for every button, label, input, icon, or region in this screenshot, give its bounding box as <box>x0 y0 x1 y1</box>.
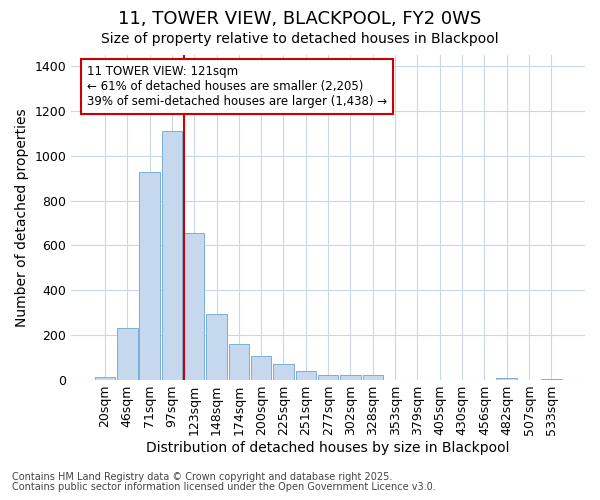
Text: 11 TOWER VIEW: 121sqm
← 61% of detached houses are smaller (2,205)
39% of semi-d: 11 TOWER VIEW: 121sqm ← 61% of detached … <box>87 64 387 108</box>
Text: Contains public sector information licensed under the Open Government Licence v3: Contains public sector information licen… <box>12 482 436 492</box>
Bar <box>340 375 361 380</box>
Y-axis label: Number of detached properties: Number of detached properties <box>15 108 29 327</box>
Bar <box>206 314 227 380</box>
Bar <box>161 131 182 380</box>
Bar <box>95 376 115 380</box>
Bar <box>541 379 562 380</box>
Bar <box>251 356 271 380</box>
Bar <box>273 364 294 380</box>
Bar <box>184 233 205 380</box>
Text: Size of property relative to detached houses in Blackpool: Size of property relative to detached ho… <box>101 32 499 46</box>
X-axis label: Distribution of detached houses by size in Blackpool: Distribution of detached houses by size … <box>146 441 510 455</box>
Bar <box>117 328 137 380</box>
Bar <box>229 344 249 380</box>
Bar <box>318 375 338 380</box>
Text: 11, TOWER VIEW, BLACKPOOL, FY2 0WS: 11, TOWER VIEW, BLACKPOOL, FY2 0WS <box>118 10 482 28</box>
Bar <box>362 376 383 380</box>
Bar <box>496 378 517 380</box>
Bar <box>296 372 316 380</box>
Bar <box>139 172 160 380</box>
Text: Contains HM Land Registry data © Crown copyright and database right 2025.: Contains HM Land Registry data © Crown c… <box>12 472 392 482</box>
